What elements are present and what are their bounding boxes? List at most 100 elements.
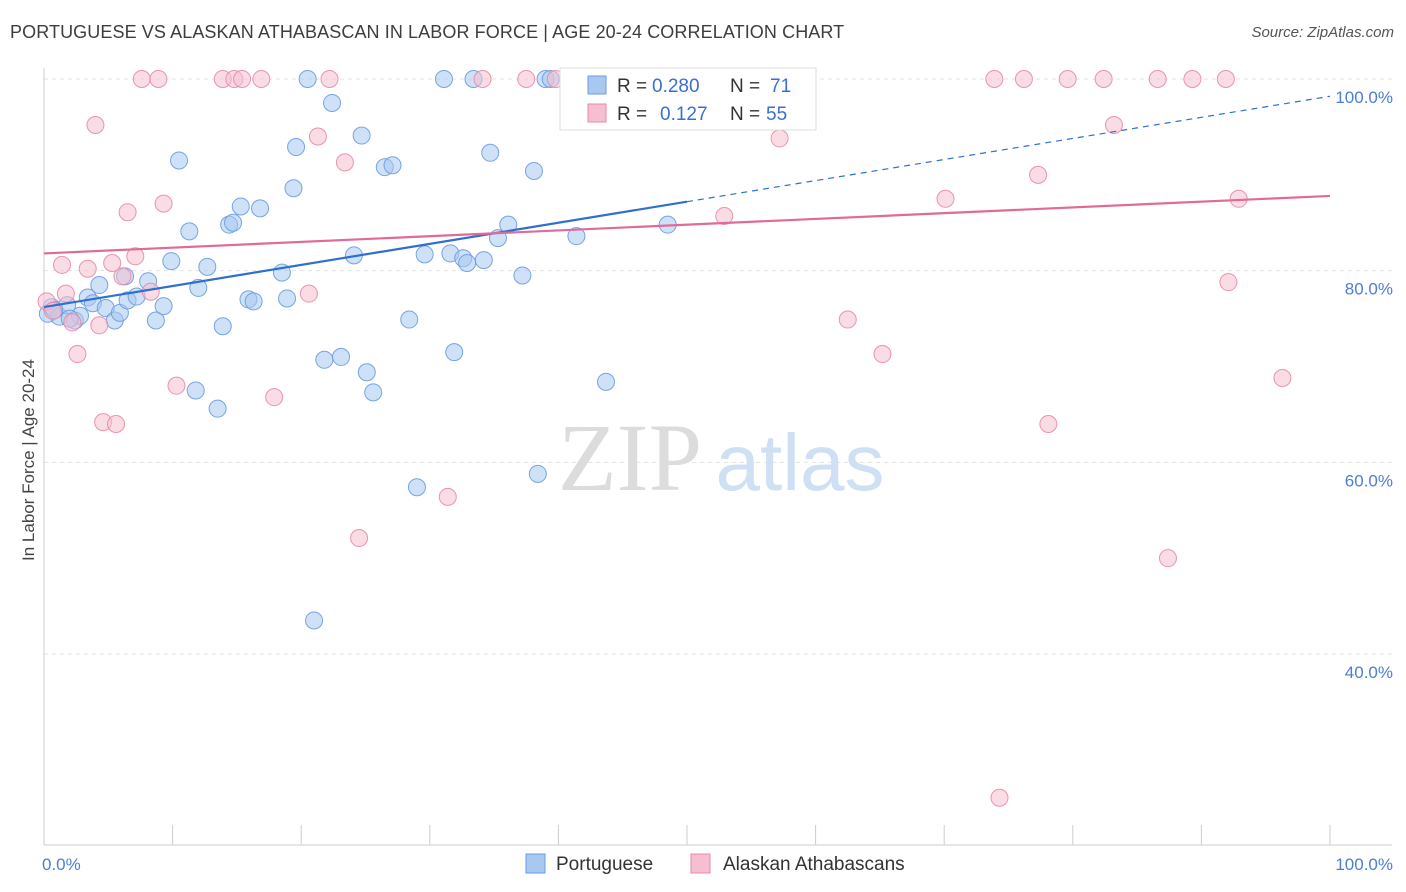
- point-portuguese: [146, 311, 165, 330]
- point-alaskan: [113, 267, 132, 286]
- y-tick-label: 40.0%: [1345, 663, 1393, 682]
- legend-r-label-2: R =: [617, 104, 647, 125]
- point-alaskan: [63, 313, 82, 332]
- point-alaskan: [985, 70, 1004, 88]
- point-portuguese: [278, 289, 297, 308]
- bottom-legend: Portuguese Alaskan Athabascans: [525, 853, 905, 875]
- point-portuguese: [251, 199, 270, 218]
- point-portuguese: [357, 363, 376, 382]
- point-alaskan: [1014, 70, 1033, 88]
- x-tick-label-max: 100.0%: [1335, 855, 1393, 874]
- point-alaskan: [770, 129, 789, 148]
- point-alaskan: [107, 415, 126, 433]
- point-alaskan: [438, 487, 457, 506]
- point-alaskan: [1029, 165, 1048, 184]
- point-portuguese: [287, 138, 306, 157]
- watermark-zip: ZIP: [558, 404, 702, 511]
- point-portuguese: [198, 257, 217, 276]
- point-portuguese: [332, 347, 351, 366]
- point-alaskan: [838, 310, 857, 329]
- point-alaskan: [141, 282, 160, 301]
- point-alaskan: [118, 203, 137, 222]
- point-alaskan: [308, 127, 327, 146]
- point-alaskan: [1158, 549, 1177, 568]
- bottom-legend-alaskan: Alaskan Athabascans: [723, 854, 905, 875]
- point-alaskan: [265, 388, 284, 407]
- point-alaskan: [154, 194, 173, 213]
- legend-swatch-alaskan: [587, 103, 607, 123]
- point-portuguese: [323, 93, 342, 112]
- trend-portuguese: [43, 200, 688, 309]
- legend-n-label-1: N =: [730, 76, 760, 97]
- point-alaskan: [473, 70, 492, 88]
- point-portuguese: [596, 372, 615, 391]
- point-alaskan: [1039, 415, 1058, 433]
- point-alaskan: [299, 284, 318, 303]
- point-alaskan: [1094, 70, 1113, 88]
- watermark-atlas: atlas: [716, 418, 885, 507]
- data-points: [37, 70, 1292, 807]
- point-portuguese: [244, 292, 263, 311]
- y-tick-label: 80.0%: [1345, 280, 1393, 299]
- point-portuguese: [315, 350, 334, 369]
- point-portuguese: [415, 245, 434, 264]
- point-portuguese: [458, 254, 477, 272]
- point-portuguese: [208, 399, 227, 418]
- y-tick-labels: 40.0% 60.0% 80.0% 100.0%: [1335, 88, 1393, 682]
- point-alaskan: [78, 259, 97, 278]
- point-alaskan: [1104, 116, 1123, 134]
- point-portuguese: [90, 276, 109, 295]
- point-alaskan: [252, 70, 271, 88]
- point-alaskan: [517, 70, 536, 88]
- trend-lines: [43, 95, 1331, 309]
- point-portuguese: [400, 310, 419, 329]
- grid-lines: [44, 78, 1392, 655]
- bottom-legend-swatch-portuguese: [525, 853, 546, 874]
- legend-swatch-portuguese: [587, 75, 607, 95]
- trend-portuguese-extension: [686, 95, 1331, 203]
- legend: R = 0.280 N = 71 R = 0.127 N = 55: [559, 67, 817, 131]
- point-alaskan: [1219, 273, 1238, 292]
- watermark: ZIP atlas: [558, 404, 884, 511]
- point-alaskan: [1148, 70, 1167, 88]
- point-alaskan: [320, 70, 339, 88]
- point-portuguese: [524, 162, 543, 180]
- x-tick-label-min: 0.0%: [42, 855, 81, 874]
- y-tick-label: 60.0%: [1345, 471, 1393, 490]
- legend-n-label-2: N =: [730, 104, 760, 125]
- legend-r-value-2: 0.127: [660, 104, 708, 125]
- point-portuguese: [154, 297, 173, 316]
- point-alaskan: [335, 153, 354, 172]
- point-alaskan: [56, 284, 75, 303]
- point-portuguese: [352, 126, 371, 145]
- point-alaskan: [1273, 369, 1292, 387]
- point-portuguese: [186, 381, 205, 400]
- point-alaskan: [350, 529, 369, 548]
- point-portuguese: [445, 343, 464, 362]
- point-portuguese: [298, 70, 317, 88]
- point-alaskan: [103, 254, 122, 272]
- point-portuguese: [284, 179, 303, 198]
- point-alaskan: [86, 116, 105, 134]
- point-portuguese: [189, 278, 208, 297]
- axes: [43, 68, 1392, 846]
- point-alaskan: [132, 70, 151, 88]
- chart-title: PORTUGUESE VS ALASKAN ATHABASCAN IN LABO…: [10, 22, 845, 42]
- point-alaskan: [936, 189, 955, 208]
- bottom-legend-swatch-alaskan: [690, 853, 711, 874]
- point-portuguese: [162, 252, 181, 271]
- point-portuguese: [481, 143, 500, 162]
- point-portuguese: [231, 197, 250, 216]
- point-portuguese: [224, 213, 243, 232]
- point-portuguese: [434, 70, 453, 88]
- point-portuguese: [364, 383, 383, 402]
- point-alaskan: [167, 376, 186, 395]
- y-tick-label: 100.0%: [1335, 88, 1393, 107]
- point-portuguese: [567, 227, 586, 246]
- point-alaskan: [68, 345, 87, 364]
- point-portuguese: [213, 317, 232, 336]
- point-alaskan: [233, 70, 252, 88]
- point-portuguese: [407, 478, 426, 497]
- point-alaskan: [90, 316, 109, 335]
